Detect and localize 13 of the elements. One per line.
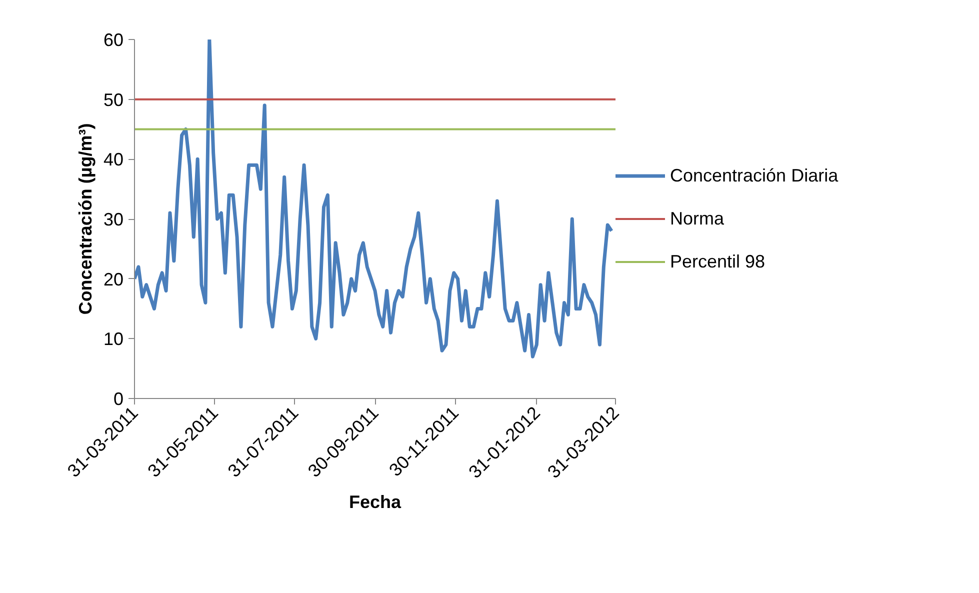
y-tick-label: 20 xyxy=(103,269,124,290)
legend-label: Percentil 98 xyxy=(670,251,766,272)
y-tick-label: 0 xyxy=(113,389,124,409)
y-tick-label: 30 xyxy=(103,210,124,230)
y-tick-label: 10 xyxy=(103,329,124,350)
y-tick-label: 50 xyxy=(103,90,124,110)
y-axis-title: Concentración (µg/m³) xyxy=(75,123,96,315)
y-tick-label: 40 xyxy=(103,150,124,170)
legend-label: Concentración Diaria xyxy=(670,165,838,186)
x-axis-title: Fecha xyxy=(348,492,402,512)
line-series xyxy=(134,40,614,358)
legend-label: Norma xyxy=(670,208,724,229)
y-tick-label: 60 xyxy=(103,30,124,50)
